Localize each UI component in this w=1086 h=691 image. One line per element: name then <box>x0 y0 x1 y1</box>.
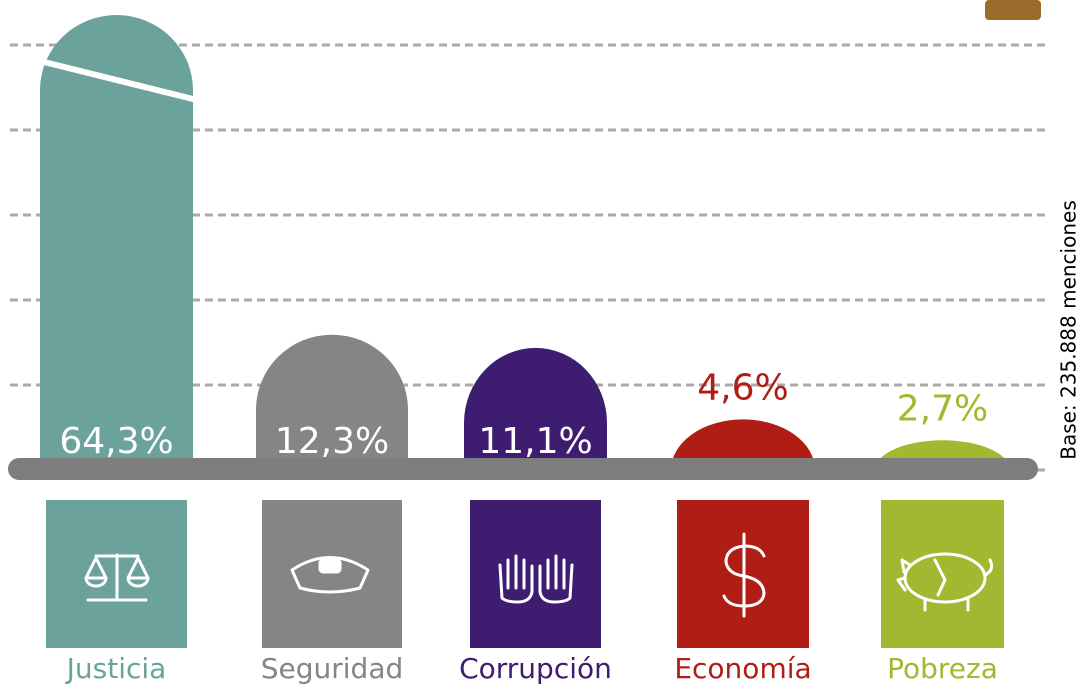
icons <box>84 532 994 618</box>
icon-dollar <box>722 532 766 618</box>
category-label: Justicia <box>65 652 167 685</box>
category-label: Economía <box>674 652 811 685</box>
icon-hands <box>498 554 574 604</box>
category-label: Seguridad <box>261 652 404 685</box>
icon-scales <box>84 553 150 602</box>
category-label: Corrupción <box>459 652 612 685</box>
axis-break <box>35 57 198 103</box>
bar <box>256 334 408 470</box>
category-label: Pobreza <box>887 652 998 685</box>
photo-corner <box>985 0 1041 20</box>
icon-pig <box>896 552 994 612</box>
bar <box>671 419 815 470</box>
category-tile <box>470 500 601 648</box>
labels: 64,3% Justicia 12,3% Seguridad 11,1% Corrupci… <box>59 367 998 685</box>
value-label: 4,6% <box>697 367 788 408</box>
baseline-bar <box>8 458 1038 480</box>
value-label: 11,1% <box>478 421 592 462</box>
value-label: 12,3% <box>275 421 389 462</box>
bar <box>464 347 607 470</box>
icon-cap <box>290 556 370 594</box>
value-label: 2,7% <box>897 388 988 429</box>
category-tile <box>262 500 402 648</box>
value-label: 64,3% <box>59 421 173 462</box>
tiles <box>46 500 1004 648</box>
bars <box>35 15 1010 471</box>
base-note: Base: 235.888 menciones <box>1057 200 1081 460</box>
bar <box>40 15 193 471</box>
